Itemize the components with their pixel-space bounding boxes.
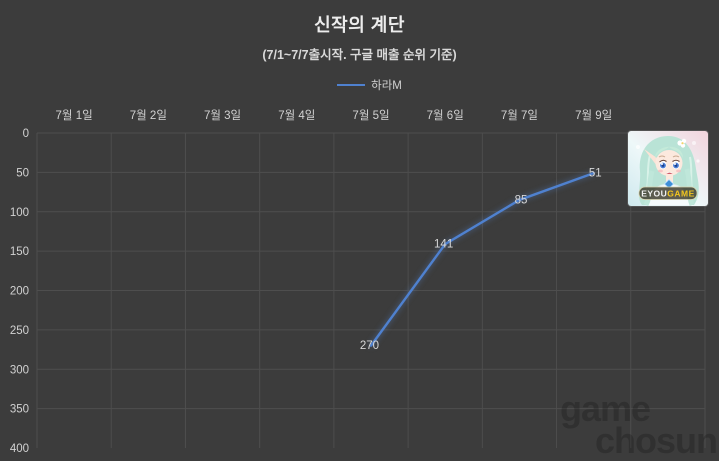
data-point-label: 51 <box>589 168 602 180</box>
data-point-label: 85 <box>515 194 528 206</box>
publisher-badge: EYOUGAME <box>638 186 698 200</box>
legend: 하라M <box>10 78 719 92</box>
y-axis-tick-label: 400 <box>10 443 29 455</box>
legend-series-label: 하라M <box>371 80 402 92</box>
y-axis-tick-label: 50 <box>16 167 29 179</box>
data-point-label: 270 <box>360 340 379 352</box>
chart-subtitle: (7/1~7/7출시작. 구글 매출 순위 기준) <box>262 48 457 62</box>
chart-title: 신작의 계단 <box>314 15 405 35</box>
series-line <box>369 171 595 347</box>
y-axis-tick-label: 200 <box>10 286 29 298</box>
elf-character-art: EYOUGAME <box>628 131 708 206</box>
watermark-game: game <box>559 388 651 429</box>
x-axis-tick-label: 7월 7일 <box>501 108 538 122</box>
watermark-chosun: chosun <box>594 420 718 461</box>
y-axis-tick-label: 150 <box>10 246 29 258</box>
game-thumbnail[interactable]: EYOUGAME <box>628 131 708 206</box>
x-axis-tick-label: 7월 1일 <box>56 108 93 122</box>
x-axis-tick-label: 7월 3일 <box>204 108 241 122</box>
y-axis-tick-label: 100 <box>10 207 29 219</box>
x-axis-tick-label: 7월 5일 <box>352 108 389 122</box>
y-axis-tick-label: 350 <box>10 404 29 416</box>
data-point-label: 141 <box>434 239 453 251</box>
y-axis-tick-label: 0 <box>23 128 29 140</box>
x-axis-tick-label: 7월 2일 <box>130 108 167 122</box>
x-axis-tick-label: 7월 9일 <box>575 108 612 122</box>
y-axis-tick-label: 300 <box>10 364 29 376</box>
legend-line-swatch <box>337 84 366 86</box>
y-axis-tick-label: 250 <box>10 325 29 337</box>
x-axis-tick-label: 7월 4일 <box>278 108 315 122</box>
svg-text:EYOUGAME: EYOUGAME <box>641 189 695 199</box>
x-axis-tick-label: 7월 6일 <box>427 108 464 122</box>
